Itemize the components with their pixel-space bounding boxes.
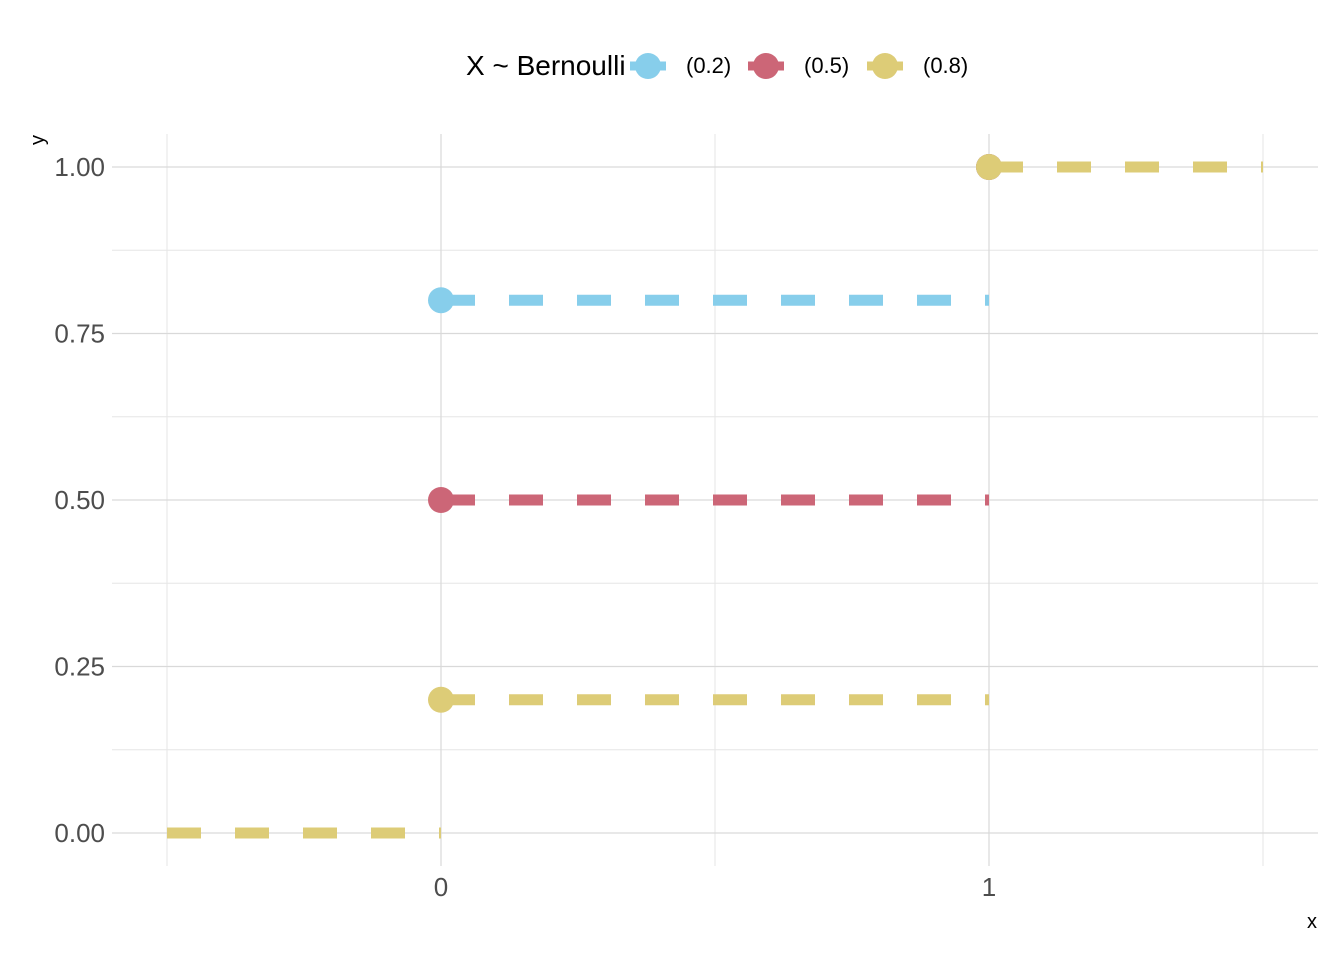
series-layer	[167, 154, 1263, 839]
legend-label: (0.8)	[923, 53, 968, 78]
legend-key-point	[753, 53, 779, 79]
series-point	[428, 287, 454, 314]
x-tick-label: 0	[434, 872, 448, 902]
legend-item-3: (0.8)	[867, 53, 968, 79]
series-point	[428, 487, 454, 513]
y-tick-label: 0.75	[54, 319, 105, 349]
y-axis-title: y	[27, 135, 49, 145]
legend-key-point	[635, 53, 661, 79]
legend-key-point	[872, 53, 898, 79]
legend-item-2: (0.5)	[748, 53, 849, 79]
y-tick-label: 0.00	[54, 818, 105, 848]
x-tick-label: 1	[982, 872, 996, 902]
x-axis-title: x	[1307, 911, 1317, 933]
legend-label: (0.2)	[686, 53, 731, 78]
y-tick-label: 1.00	[54, 152, 105, 182]
series-point	[976, 154, 1002, 180]
legend-label: (0.5)	[804, 53, 849, 78]
legend-title: X ~ Bernoulli	[466, 50, 626, 81]
legend-item-1: (0.2)	[630, 53, 731, 79]
axis-layer: x y 0.00 0.25 0.50 0.75 1.00 0 1	[27, 135, 1317, 933]
series-3	[167, 154, 1263, 839]
legend: X ~ Bernoulli (0.2) (0.5) (0.8)	[466, 50, 968, 81]
y-tick-label: 0.50	[54, 485, 105, 515]
y-tick-label: 0.25	[54, 652, 105, 682]
series-point	[428, 686, 454, 713]
